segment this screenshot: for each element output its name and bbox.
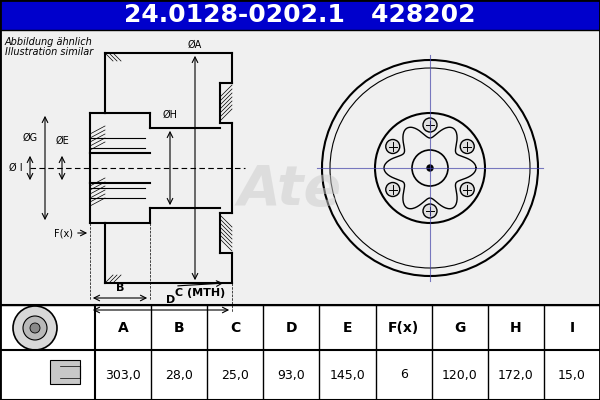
Text: Illustration similar: Illustration similar: [5, 47, 93, 57]
Circle shape: [423, 204, 437, 218]
Text: 6: 6: [400, 368, 407, 382]
Text: B: B: [174, 320, 184, 334]
Circle shape: [30, 323, 40, 333]
Text: F(x): F(x): [388, 320, 419, 334]
Text: ØE: ØE: [55, 136, 69, 146]
Circle shape: [386, 140, 400, 154]
Bar: [50, 360, 80, 384]
Text: 25,0: 25,0: [221, 368, 249, 382]
Circle shape: [427, 165, 433, 171]
Text: 145,0: 145,0: [329, 368, 365, 382]
Circle shape: [423, 118, 437, 132]
Text: Abbildung ähnlich: Abbildung ähnlich: [5, 37, 93, 47]
Text: Ate: Ate: [238, 163, 342, 217]
Text: G: G: [454, 320, 466, 334]
Circle shape: [23, 316, 47, 340]
Text: Ø I: Ø I: [10, 163, 23, 173]
Text: F(x): F(x): [54, 228, 73, 238]
Bar: [0, 305, 600, 400]
Text: D: D: [166, 295, 176, 305]
Text: C: C: [230, 320, 241, 334]
Text: B: B: [116, 283, 124, 293]
Text: C (MTH): C (MTH): [175, 288, 225, 298]
Text: 15,0: 15,0: [558, 368, 586, 382]
Text: ØG: ØG: [23, 133, 38, 143]
Text: 303,0: 303,0: [105, 368, 141, 382]
Text: 93,0: 93,0: [278, 368, 305, 382]
Text: 28,0: 28,0: [165, 368, 193, 382]
Text: 172,0: 172,0: [498, 368, 534, 382]
Text: E: E: [343, 320, 352, 334]
Circle shape: [386, 182, 400, 196]
Text: H: H: [510, 320, 521, 334]
Circle shape: [460, 182, 474, 196]
Bar: [0, 0, 600, 30]
Text: A: A: [118, 320, 128, 334]
Text: D: D: [286, 320, 297, 334]
Circle shape: [13, 306, 57, 350]
Text: ØA: ØA: [188, 40, 202, 50]
Text: I: I: [569, 320, 575, 334]
Circle shape: [460, 140, 474, 154]
Text: 120,0: 120,0: [442, 368, 478, 382]
Bar: [0, 30, 600, 305]
Text: 24.0128-0202.1   428202: 24.0128-0202.1 428202: [124, 3, 476, 27]
Text: ØH: ØH: [163, 110, 178, 120]
